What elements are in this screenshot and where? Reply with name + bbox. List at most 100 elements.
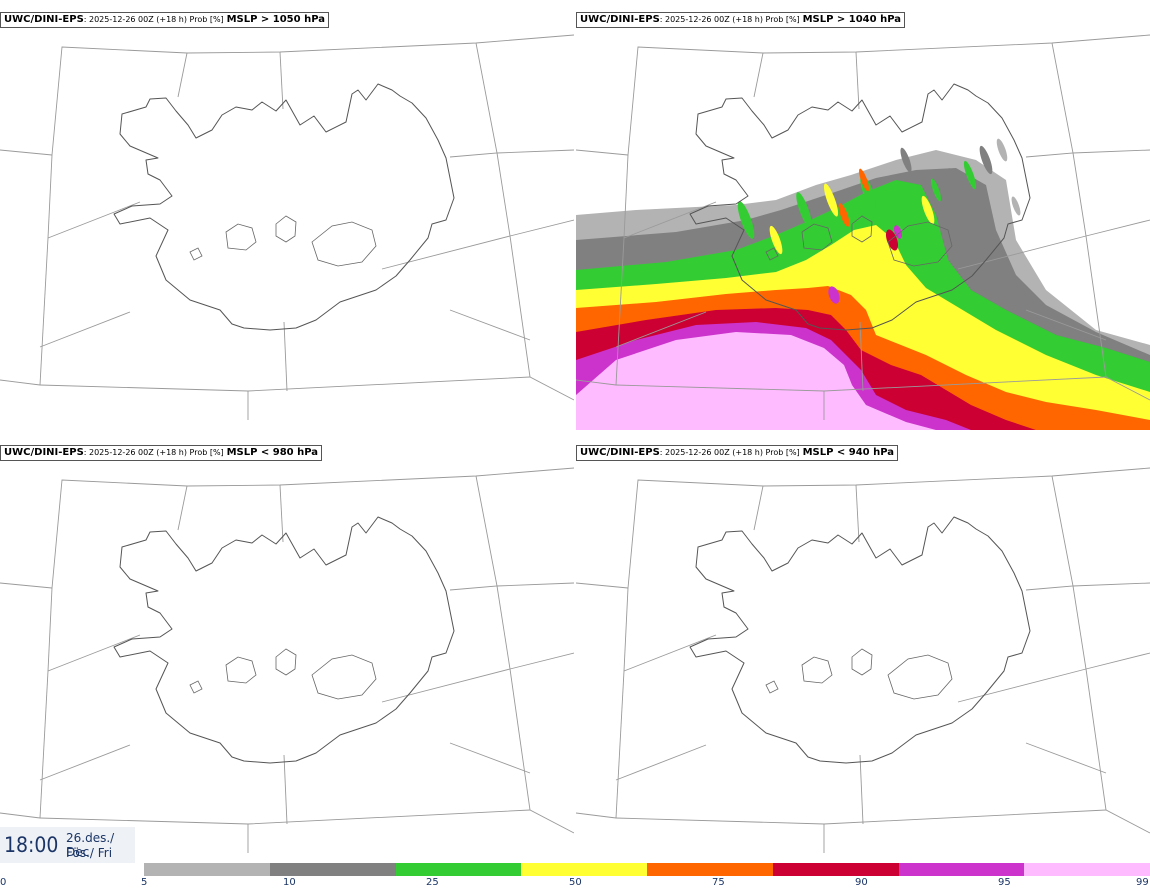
- grid-line: [0, 582, 53, 589]
- grid-line: [753, 52, 764, 98]
- model-name: UWC/DINI-EPS: [580, 447, 660, 458]
- legend-tick-label: 90: [855, 877, 868, 888]
- grid-line: [1025, 475, 1074, 591]
- grid-line: [509, 652, 574, 670]
- grid-line: [1085, 652, 1150, 670]
- grid-line: [627, 467, 1150, 589]
- probability-streak: [737, 201, 755, 239]
- grid-line: [39, 809, 574, 834]
- grid-line: [47, 587, 53, 672]
- glacier-outline: [275, 648, 297, 676]
- legend-color-swatch: [772, 863, 899, 876]
- valid-weekday: Fös./ Fri: [66, 846, 113, 860]
- glacier-outline: [311, 654, 377, 700]
- iceland-coastline: [689, 516, 1031, 764]
- probability-streak: [1011, 196, 1021, 216]
- grid-line: [47, 634, 141, 672]
- model-name: UWC/DINI-EPS: [580, 14, 660, 25]
- grid-line: [47, 201, 141, 239]
- iceland-coastline: [113, 83, 455, 331]
- run-info: : 2025-12-26 00Z (+18 h) Prob [%]: [83, 448, 224, 457]
- grid-line: [496, 152, 531, 378]
- grid-line: [39, 670, 49, 819]
- field-name: MSLP > 1050 hPa: [226, 14, 325, 25]
- grid-line: [39, 376, 574, 401]
- grid-line: [47, 154, 53, 239]
- legend-tick-label: 50: [569, 877, 582, 888]
- glacier-outline: [189, 680, 203, 694]
- grid-line: [1025, 742, 1107, 774]
- glacier-outline: [801, 656, 833, 684]
- grid-line: [855, 484, 860, 543]
- grid-line: [496, 149, 574, 154]
- legend-color-swatch: [521, 863, 647, 876]
- glacier-outline: [887, 654, 953, 700]
- grid-line: [615, 744, 707, 781]
- glacier-outline: [851, 215, 873, 243]
- grid-line: [859, 754, 864, 825]
- iceland-coastline: [689, 83, 1031, 331]
- legend-color-swatch: [395, 863, 522, 876]
- grid-line: [1072, 149, 1150, 154]
- glacier-outline: [189, 247, 203, 261]
- legend-tick-label: 75: [712, 877, 725, 888]
- grid-line: [623, 634, 717, 672]
- model-name: UWC/DINI-EPS: [4, 447, 84, 458]
- grid-line: [283, 321, 288, 392]
- glacier-outline: [765, 680, 779, 694]
- grid-line: [449, 309, 531, 341]
- grid-line: [279, 484, 284, 543]
- legend-color-swatch: [144, 863, 270, 876]
- probability-streak: [859, 168, 869, 192]
- iceland-map: [576, 34, 1150, 430]
- grid-line: [39, 311, 131, 348]
- run-info: : 2025-12-26 00Z (+18 h) Prob [%]: [83, 15, 224, 24]
- grid-line: [615, 311, 707, 348]
- glacier-outline: [801, 223, 833, 251]
- probability-streak: [769, 225, 783, 255]
- grid-line: [1072, 582, 1150, 587]
- probability-streak: [823, 183, 839, 217]
- iceland-map: [0, 34, 574, 420]
- legend-tick-label: 95: [998, 877, 1011, 888]
- field-name: MSLP > 1040 hPa: [802, 14, 901, 25]
- grid-line: [51, 467, 574, 589]
- grid-line: [576, 582, 629, 589]
- iceland-map: [0, 467, 574, 853]
- glacier-outline: [311, 221, 377, 267]
- legend-color-swatch: [269, 863, 396, 876]
- glacier-outline: [887, 221, 953, 267]
- panel-title: UWC/DINI-EPS: 2025-12-26 00Z (+18 h) Pro…: [0, 12, 329, 28]
- grid-line: [623, 154, 629, 239]
- glacier-outline: [225, 656, 257, 684]
- grid-line: [576, 812, 617, 819]
- legend-tick-label: 25: [426, 877, 439, 888]
- map-panel-mslp-below-980: UWC/DINI-EPS: 2025-12-26 00Z (+18 h) Pro…: [0, 443, 574, 863]
- grid-line: [615, 809, 1150, 834]
- grid-line: [623, 201, 717, 239]
- glacier-outline: [851, 648, 873, 676]
- grid-line: [449, 742, 531, 774]
- grid-line: [39, 744, 131, 781]
- legend-tick-label: 0: [0, 877, 7, 888]
- legend-color-swatch: [1024, 863, 1150, 876]
- grid-line: [627, 34, 1150, 156]
- map-panel-mslp-below-940: UWC/DINI-EPS: 2025-12-26 00Z (+18 h) Pro…: [576, 443, 1150, 863]
- probability-streak: [947, 168, 965, 208]
- grid-line: [1072, 585, 1107, 811]
- glacier-outline: [225, 223, 257, 251]
- grid-line: [381, 235, 511, 270]
- legend-tick-label: 99: [1136, 877, 1149, 888]
- model-name: UWC/DINI-EPS: [4, 14, 84, 25]
- probability-streak: [900, 147, 912, 173]
- lat-lon-grid: [576, 34, 1150, 420]
- probability-streak: [838, 203, 850, 227]
- grid-line: [623, 587, 629, 672]
- grid-line: [615, 237, 625, 386]
- probability-streak: [979, 145, 993, 175]
- panel-title: UWC/DINI-EPS: 2025-12-26 00Z (+18 h) Pro…: [0, 445, 323, 461]
- iceland-coastline: [113, 516, 455, 764]
- grid-line: [496, 582, 574, 587]
- grid-line: [177, 485, 188, 531]
- grid-line: [576, 149, 629, 156]
